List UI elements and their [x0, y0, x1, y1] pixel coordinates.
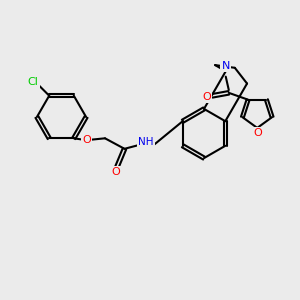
Text: O: O [111, 167, 120, 177]
Text: O: O [202, 92, 211, 102]
Text: N: N [222, 61, 230, 71]
Text: Cl: Cl [28, 76, 39, 87]
Text: O: O [82, 135, 91, 145]
Text: NH: NH [138, 137, 154, 147]
Text: O: O [253, 128, 262, 138]
